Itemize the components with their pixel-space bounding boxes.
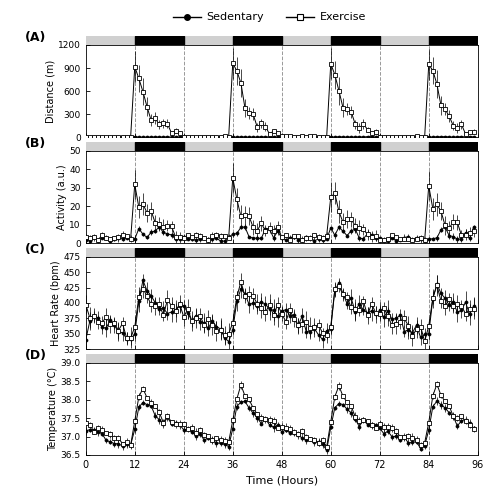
Text: (A): (A) <box>25 31 47 44</box>
Text: (C): (C) <box>25 243 46 256</box>
Legend: Sedentary, Exercise: Sedentary, Exercise <box>169 8 370 27</box>
Y-axis label: Distance (m): Distance (m) <box>45 60 55 122</box>
Y-axis label: Activity (a.u.): Activity (a.u.) <box>57 164 67 230</box>
Y-axis label: Heart Rate (bpm): Heart Rate (bpm) <box>51 260 61 346</box>
Text: (D): (D) <box>25 349 47 362</box>
Text: (B): (B) <box>25 137 46 150</box>
Y-axis label: Temperature (°C): Temperature (°C) <box>48 367 58 451</box>
X-axis label: Time (Hours): Time (Hours) <box>245 476 318 486</box>
